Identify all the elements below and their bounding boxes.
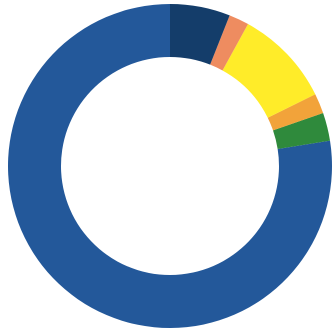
donut-slice-3 — [267, 94, 324, 131]
donut-slice-2 — [273, 113, 331, 149]
donut-slice-5 — [210, 15, 249, 71]
donut-slice-1 — [8, 4, 333, 329]
donut-slice-4 — [222, 24, 316, 118]
donut-slices — [8, 4, 333, 329]
donut-slice-6 — [170, 4, 230, 65]
